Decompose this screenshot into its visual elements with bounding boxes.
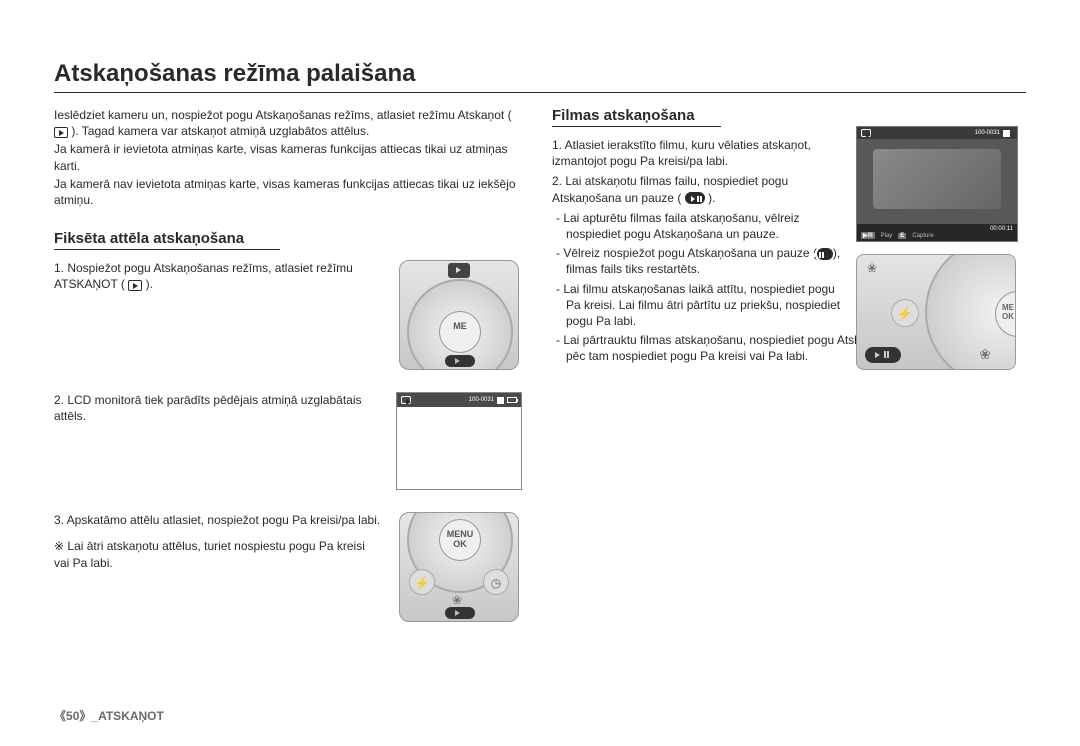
right-illustrations: 100-0031 00:00:11 ▶/II Play E Capture ❀ … xyxy=(856,126,1026,370)
page-title: Atskaņošanas režīma palaišana xyxy=(54,60,1026,93)
intro-block: Ieslēdziet kameru un, nospiežot pogu Ats… xyxy=(54,107,524,208)
fixed-step-2: 2. LCD monitorā tiek parādīts pēdējais a… xyxy=(54,392,524,490)
video-lcd-illustration: 100-0031 00:00:11 ▶/II Play E Capture xyxy=(856,126,1018,242)
play-pause-slot-icon xyxy=(445,355,475,367)
movie-step-1: 1. Atlasiet ierakstīto filmu, kuru vēlat… xyxy=(552,137,852,169)
card-icon xyxy=(1003,130,1010,137)
play-pause-pill-icon xyxy=(817,248,833,260)
timer-icon: ◷ xyxy=(483,569,509,595)
lcd-preview-illustration: 100-0031 xyxy=(396,392,522,490)
macro-icon: ❀ xyxy=(452,593,462,607)
footer-section: ATSKAŅOT xyxy=(98,709,164,723)
movie-dash-3: - Lai filmu atskaņošanas laikā attītu, n… xyxy=(552,281,852,330)
quick-scroll-note: ※ Lai ātri atskaņotu attēlus, turiet nos… xyxy=(54,538,382,570)
playback-mode-icon xyxy=(128,280,142,291)
movie-dash-2: - Vēlreiz nospiežot pogu Atskaņošana un … xyxy=(552,245,852,277)
play-pause-pill-icon xyxy=(865,347,901,363)
play-button-icon xyxy=(448,263,470,278)
fixed-step-1: 1. Nospiežot pogu Atskaņošanas režīms, a… xyxy=(54,260,524,370)
capture-key-badge: E xyxy=(898,233,906,239)
intro-line-3: Ja kamerā nav ievietota atmiņas karte, v… xyxy=(54,176,524,208)
fixed-step-3: 3. Apskatāmo attēlu atlasiet, nospiežot … xyxy=(54,512,524,622)
macro-icon: ❀ xyxy=(867,261,877,275)
intro-line-2: Ja kamerā ir ievietota atmiņas karte, vi… xyxy=(54,141,524,173)
play-key-badge: ▶/II xyxy=(861,232,875,239)
capture-label: Capture xyxy=(912,233,933,239)
card-icon xyxy=(497,397,504,404)
film-frame-graphic xyxy=(873,149,1001,209)
movie-steps: 1. Atlasiet ierakstīto filmu, kuru vēlat… xyxy=(552,137,852,364)
fixed-image-title: Fiksēta attēla atskaņošana xyxy=(54,230,280,250)
movie-step-2: 2. Lai atskaņotu filmas failu, nospiedie… xyxy=(552,173,852,205)
left-column: Ieslēdziet kameru un, nospiežot pogu Ats… xyxy=(54,107,524,644)
movie-title: Filmas atskaņošana xyxy=(552,107,721,127)
camera-dial-side-illustration: ❀ ⚡ MEOK ❀ xyxy=(856,254,1016,370)
page-footer: 《50》_ATSKAŅOT xyxy=(54,707,164,724)
playback-mode-icon xyxy=(861,129,871,137)
macro-icon: ❀ xyxy=(979,346,991,363)
flash-icon: ⚡ xyxy=(891,299,919,327)
page-number: 50 xyxy=(66,709,79,723)
menu-ok-center: MENUOK xyxy=(439,519,481,561)
play-pause-slot-icon xyxy=(445,607,475,619)
playback-mode-icon xyxy=(401,396,411,404)
playback-mode-icon xyxy=(54,127,68,138)
menu-ok-center: ME xyxy=(439,311,481,353)
play-pause-pill-icon xyxy=(685,192,705,204)
flash-icon: ⚡ xyxy=(409,569,435,595)
lcd-counter: 100-0031 xyxy=(469,397,494,403)
intro-line-1: Ieslēdziet kameru un, nospiežot pogu Ats… xyxy=(54,107,524,139)
camera-dial-illustration-top: ME xyxy=(399,260,519,370)
lcd-counter: 100-0031 xyxy=(975,130,1000,136)
play-label: Play xyxy=(881,233,893,239)
battery-icon xyxy=(507,397,517,403)
camera-dial-illustration-nav: ⚡ ◷ MENUOK ❀ xyxy=(399,512,519,622)
movie-dash-1: - Lai apturētu filmas faila atskaņošanu,… xyxy=(552,210,852,242)
